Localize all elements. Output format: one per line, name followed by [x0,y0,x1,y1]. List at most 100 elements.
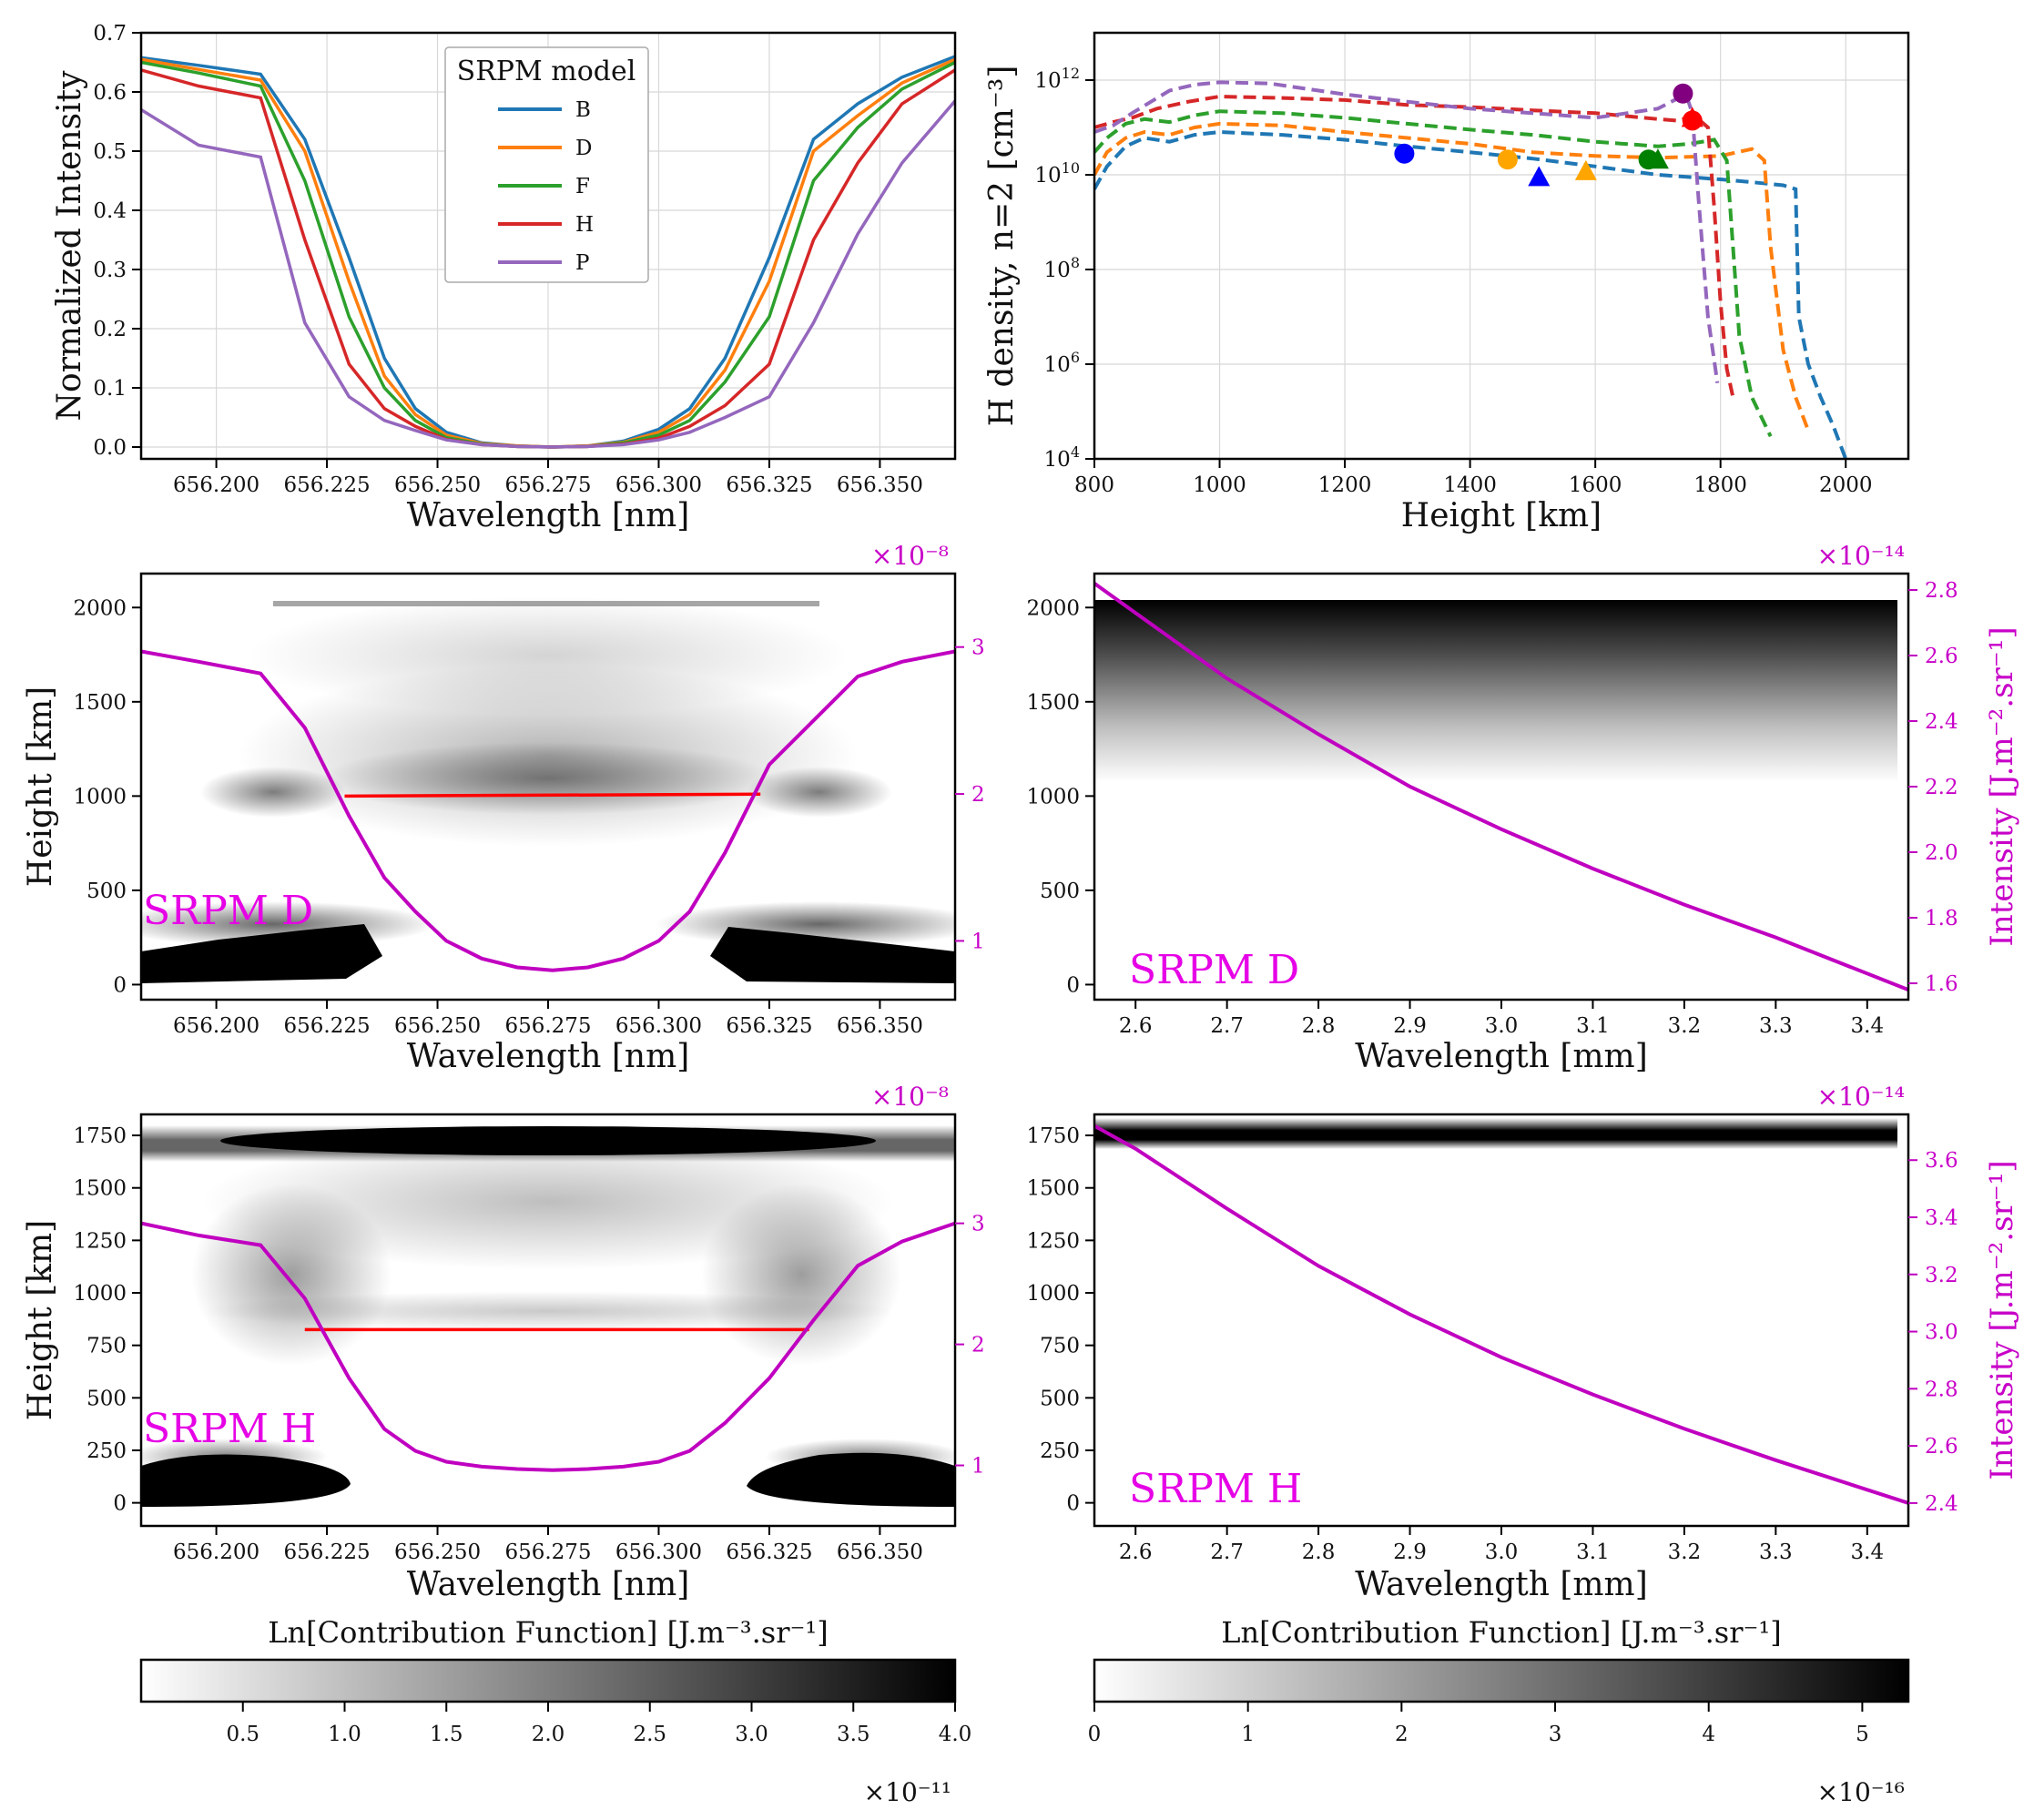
y-tick-label: 104 [1044,443,1080,472]
series-line-B [1094,129,1848,459]
y-tick-label: 0.6 [93,81,127,105]
x-tick-label: 1400 [1443,473,1497,497]
y-tick-label: 0.3 [93,259,127,282]
x-tick-label: 3.1 [1576,1014,1610,1038]
colorbar-tick-label: 2.0 [532,1723,565,1746]
panel-e-right-multiplier: ×10⁻⁸ [871,1082,949,1112]
x-tick-label: 2.8 [1302,1014,1336,1038]
colorbar-tick-label: 1.0 [328,1723,361,1746]
x-tick-label: 656.350 [837,473,923,497]
colorbar-left-multiplier: ×10⁻¹¹ [864,1777,951,1807]
colorbar-tick-label: 3 [1549,1723,1562,1746]
colorbar-right-gradient [1093,1658,1910,1703]
right-y-tick-label: 2 [971,783,985,807]
panel-b-h-density: 800 1000 1200 1400 1600 1800 2000 104 106 108 1010… [983,31,1910,534]
y-tick-label: 0 [1066,1492,1080,1516]
right-y-tick-label: 1 [971,930,985,953]
x-tick-label: 656.300 [615,1014,702,1038]
y-tick-label: 106 [1044,349,1080,377]
x-tick-label: 3.4 [1851,1014,1885,1038]
x-tick-label: 3.3 [1759,1014,1793,1038]
colorbar-right-multiplier: ×10⁻¹⁶ [1817,1777,1905,1807]
y-tick-label: 0 [113,1492,127,1516]
panel-c-xlabel: Wavelength [nm] [407,1038,690,1075]
right-y-tick-label: 1.6 [1925,972,1958,996]
y-tick-label: 1250 [1026,1229,1080,1253]
colorbar-tick-label: 2.5 [633,1723,666,1746]
colorbar-tick-label: 0 [1088,1723,1102,1746]
right-y-tick-label: 3 [971,1213,985,1236]
right-y-tick-label: 2.6 [1925,645,1958,668]
x-tick-label: 656.350 [837,1540,923,1564]
y-tick-label: 1000 [1026,1282,1080,1306]
marker-triangle-B [1528,166,1551,187]
y-tick-label: 1250 [73,1229,127,1253]
x-tick-label: 656.225 [284,1014,371,1038]
y-tick-label: 0.0 [93,436,127,460]
legend-title: SRPM model [457,56,636,87]
panel-e-contribution-srpm-h-halpha: 656.200 656.225 656.250 656.275 656.300 656.3… [22,1082,985,1603]
y-tick-label: 108 [1044,254,1080,282]
colorbar-tick-label: 1.5 [430,1723,463,1746]
panel-b-xlabel: Height [km] [1401,497,1602,534]
y-tick-label: 500 [1040,1387,1080,1410]
x-tick-label: 656.350 [837,1014,923,1038]
panel-c-model-label: SRPM D [143,888,313,934]
y-tick-label: 1500 [1026,1177,1080,1201]
colorbar-left: Ln[Contribution Function] [J.m⁻³.sr⁻¹] 0… [139,1615,971,1807]
y-tick-label: 0 [1066,973,1080,997]
y-tick-label: 500 [1040,879,1080,903]
panel-c-contribution-srpm-d-halpha: 656.200 656.225 656.250 656.275 656.300 656.3… [22,541,985,1075]
panel-f-right-multiplier: ×10⁻¹⁴ [1817,1082,1905,1112]
x-tick-label: 1800 [1693,473,1747,497]
y-tick-label: 1012 [1034,65,1080,93]
colorbar-tick-label: 1 [1241,1723,1255,1746]
x-tick-label: 656.225 [284,473,371,497]
panel-f-right-ylabel: Intensity [J.m⁻².sr⁻¹] [1984,1160,2020,1479]
colorbar-tick-label: 3.5 [837,1723,870,1746]
panel-b-ylabel: H density, n=2 [cm⁻³] [983,66,1021,427]
x-tick-label: 3.3 [1759,1540,1793,1564]
x-tick-label: 800 [1074,473,1114,497]
y-tick-label: 0.7 [93,22,127,46]
y-tick-label: 1500 [73,1177,127,1201]
marker-circle-B [1394,143,1415,164]
legend-label-D: D [575,137,592,160]
series-line-F [1094,109,1773,438]
y-tick-label: 1750 [1026,1124,1080,1148]
marker-triangle-H [1681,107,1703,127]
y-tick-label: 2000 [1026,596,1080,620]
x-tick-label: 3.1 [1576,1540,1610,1564]
colorbar-tick-label: 3.0 [735,1723,768,1746]
right-y-tick-label: 2.4 [1925,710,1958,734]
y-tick-label: 1000 [73,785,127,808]
x-tick-label: 2.6 [1119,1540,1153,1564]
panel-e-heatmap [141,1114,955,1526]
colorbar-left-title: Ln[Contribution Function] [J.m⁻³.sr⁻¹] [268,1615,828,1650]
marker-triangle-D [1574,159,1597,180]
x-tick-label: 2.7 [1210,1540,1244,1564]
colorbar-left-gradient [139,1658,957,1703]
panel-f-contribution-srpm-h-mm: 2.6 2.7 2.8 2.9 3.0 3.1 3.2 3.3 3.4 0 250 500 750 100… [1026,1082,2020,1603]
x-tick-label: 656.325 [726,473,812,497]
y-tick-label: 1010 [1034,159,1080,188]
x-tick-label: 2.7 [1210,1014,1244,1038]
y-tick-label: 1500 [73,691,127,715]
y-tick-label: 1000 [1026,785,1080,808]
legend-label-B: B [575,98,591,122]
panel-e-xlabel: Wavelength [nm] [407,1566,690,1603]
y-tick-label: 1500 [1026,691,1080,715]
colorbar-tick-label: 5 [1856,1723,1869,1746]
marker-circle-P [1673,83,1693,104]
panel-d-model-label: SRPM D [1129,947,1299,993]
panel-c-right-multiplier: ×10⁻⁸ [871,541,949,571]
panel-c-heatmap [141,574,955,1000]
y-tick-label: 1750 [73,1124,127,1148]
formation-height-line [344,792,761,798]
panel-f-heatmap [1094,1114,1908,1526]
series-line-D [1094,121,1810,432]
intensity-profile-line [1094,1124,1908,1505]
panel-f-xlabel: Wavelength [mm] [1355,1566,1648,1603]
x-tick-label: 656.325 [726,1540,812,1564]
panel-e-model-label: SRPM H [143,1406,316,1452]
